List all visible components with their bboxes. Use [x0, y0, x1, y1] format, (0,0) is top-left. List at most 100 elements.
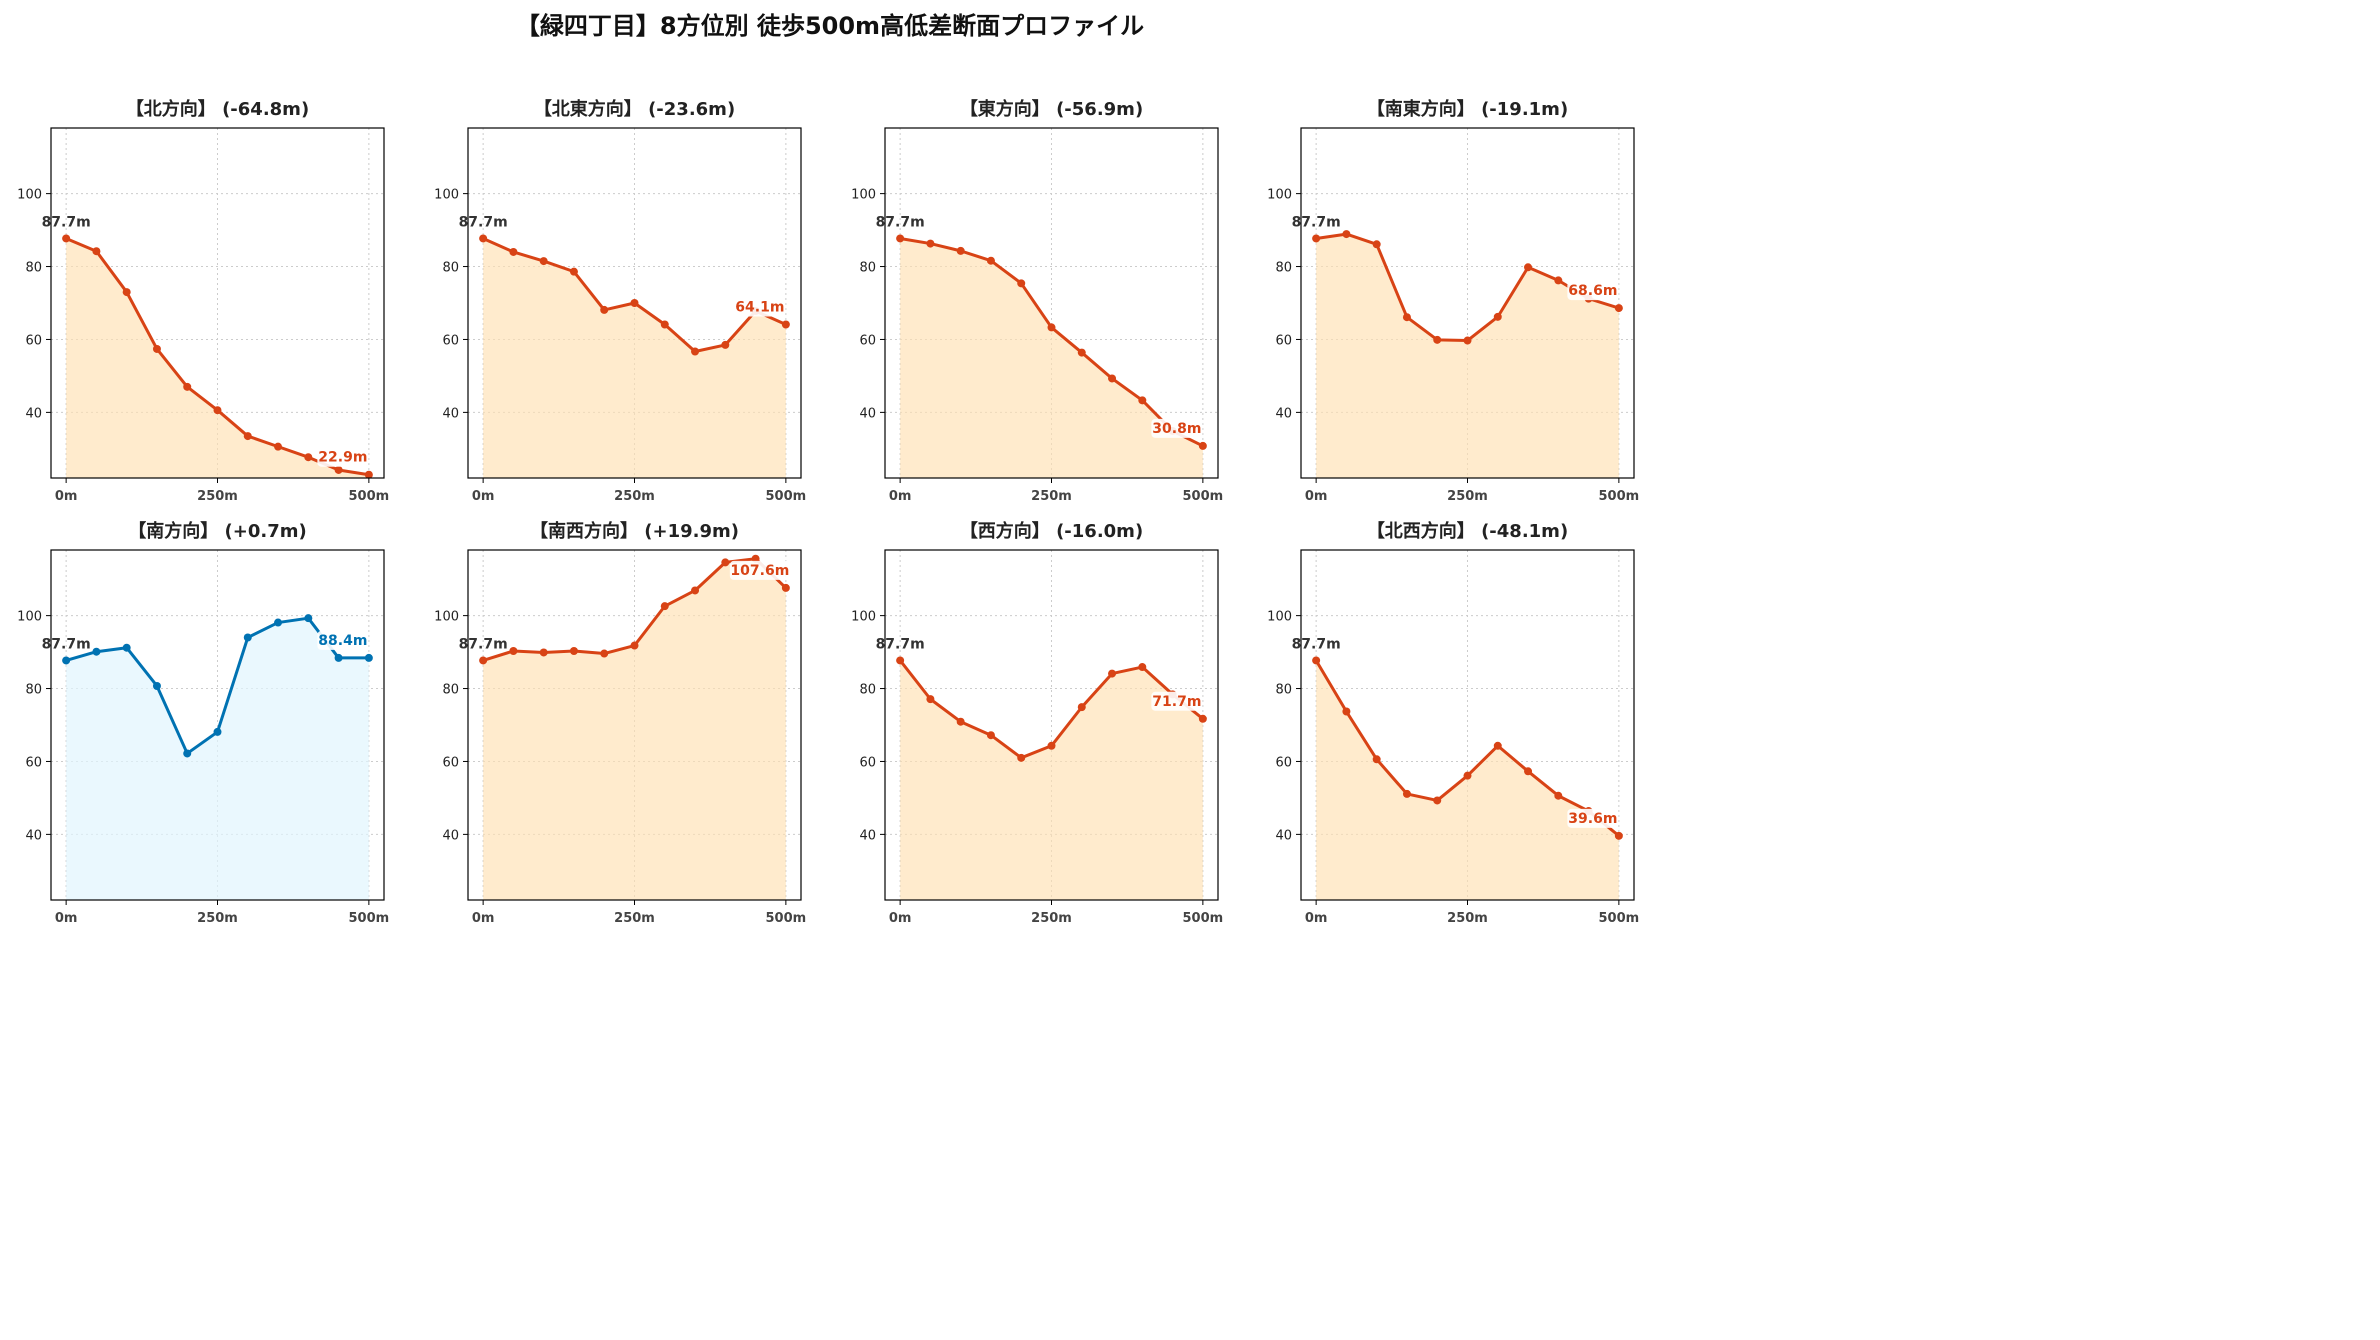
- elevation-area: [483, 558, 786, 900]
- data-point: [691, 347, 700, 356]
- x-tick-label: 0m: [1305, 911, 1328, 926]
- data-point: [1138, 663, 1147, 672]
- subplot: 40 60 80 100 0m 250m 500m 【南西方向】 (+19.9m) 87.7m 1…: [434, 520, 806, 926]
- end-label-box: [1567, 281, 1619, 301]
- y-tick-label: 80: [25, 261, 42, 276]
- data-point: [569, 267, 578, 276]
- end-label-box: [734, 297, 786, 317]
- data-point: [896, 234, 905, 243]
- data-point: [213, 727, 222, 736]
- start-elevation-label: 87.7m: [459, 214, 508, 230]
- subplot: 40 60 80 100 0m 250m 500m 【西方向】 (-16.0m) 87.7m 71…: [851, 520, 1223, 926]
- x-tick-label: 500m: [1183, 489, 1224, 504]
- end-elevation-label: 107.6m: [730, 563, 789, 579]
- data-point: [1372, 240, 1381, 249]
- y-tick-label: 80: [25, 683, 42, 698]
- data-point: [1554, 276, 1563, 285]
- x-tick-label: 500m: [1599, 911, 1640, 926]
- data-point: [781, 583, 790, 592]
- start-elevation-label: 87.7m: [1292, 636, 1341, 652]
- data-point: [630, 641, 639, 650]
- y-tick-label: 100: [17, 610, 42, 625]
- end-label-box: [317, 447, 369, 467]
- data-point: [1524, 263, 1533, 272]
- data-point: [1493, 312, 1502, 321]
- data-point: [1017, 753, 1026, 762]
- x-tick-label: 0m: [55, 489, 78, 504]
- x-tick-label: 500m: [349, 489, 390, 504]
- y-tick-label: 40: [859, 828, 876, 843]
- data-point: [1077, 348, 1086, 357]
- data-point: [183, 749, 192, 758]
- subplot-title: 【南西方向】 (+19.9m): [530, 520, 739, 542]
- data-point: [1463, 771, 1472, 780]
- data-point: [569, 646, 578, 655]
- data-point: [92, 647, 101, 656]
- elevation-area: [483, 238, 786, 478]
- data-point: [1047, 323, 1056, 332]
- subplot: 40 60 80 100 0m 250m 500m 【東方向】 (-56.9m) 87.7m 30…: [851, 98, 1223, 504]
- data-point: [1342, 230, 1351, 239]
- x-tick-label: 0m: [472, 489, 495, 504]
- end-elevation-label: 68.6m: [1568, 283, 1617, 299]
- data-point: [1108, 669, 1117, 678]
- start-elevation-label: 87.7m: [876, 636, 925, 652]
- x-tick-label: 0m: [889, 911, 912, 926]
- y-tick-label: 60: [25, 333, 42, 348]
- data-point: [364, 653, 373, 662]
- end-label-box: [317, 630, 369, 650]
- subplot-title: 【北西方向】 (-48.1m): [1367, 520, 1568, 542]
- data-point: [660, 602, 669, 611]
- x-tick-label: 250m: [614, 911, 655, 926]
- end-elevation-label: 88.4m: [318, 633, 367, 649]
- x-tick-label: 250m: [1447, 911, 1488, 926]
- data-point: [243, 432, 252, 441]
- x-tick-label: 0m: [1305, 489, 1328, 504]
- x-tick-label: 250m: [614, 489, 655, 504]
- data-point: [956, 246, 965, 255]
- data-point: [539, 648, 548, 657]
- data-point: [1402, 313, 1411, 322]
- y-tick-label: 80: [442, 683, 459, 698]
- data-point: [274, 618, 283, 627]
- data-point: [479, 656, 488, 665]
- y-tick-label: 100: [434, 188, 459, 203]
- end-elevation-label: 64.1m: [735, 300, 784, 316]
- y-tick-label: 60: [1275, 755, 1292, 770]
- data-point: [243, 633, 252, 642]
- subplot: 40 60 80 100 0m 250m 500m 【南方向】 (+0.7m) 87.7m 88.…: [17, 520, 389, 926]
- data-point: [152, 344, 161, 353]
- elevation-area: [66, 618, 369, 900]
- data-point: [274, 442, 283, 451]
- end-label-box: [1151, 691, 1203, 711]
- y-tick-label: 40: [25, 828, 42, 843]
- data-point: [1554, 791, 1563, 800]
- start-elevation-label: 87.7m: [876, 214, 925, 230]
- data-point: [1017, 279, 1026, 288]
- y-tick-label: 100: [434, 610, 459, 625]
- y-tick-label: 60: [25, 755, 42, 770]
- x-tick-label: 500m: [1183, 911, 1224, 926]
- data-point: [1614, 304, 1623, 313]
- data-point: [334, 465, 343, 474]
- y-tick-label: 60: [859, 333, 876, 348]
- data-point: [1312, 234, 1321, 243]
- subplot-title: 【北方向】 (-64.8m): [126, 98, 309, 120]
- data-point: [1138, 396, 1147, 405]
- data-point: [1198, 441, 1207, 450]
- y-tick-label: 40: [25, 406, 42, 421]
- data-point: [1493, 741, 1502, 750]
- data-point: [600, 649, 609, 658]
- data-point: [781, 320, 790, 329]
- y-tick-label: 100: [17, 188, 42, 203]
- elevation-area: [900, 238, 1203, 478]
- y-tick-label: 60: [1275, 333, 1292, 348]
- data-point: [62, 656, 71, 665]
- y-tick-label: 80: [859, 261, 876, 276]
- data-point: [600, 305, 609, 314]
- data-point: [539, 257, 548, 266]
- data-point: [334, 653, 343, 662]
- end-elevation-label: 71.7m: [1152, 694, 1201, 710]
- y-tick-label: 80: [1275, 261, 1292, 276]
- data-point: [1614, 831, 1623, 840]
